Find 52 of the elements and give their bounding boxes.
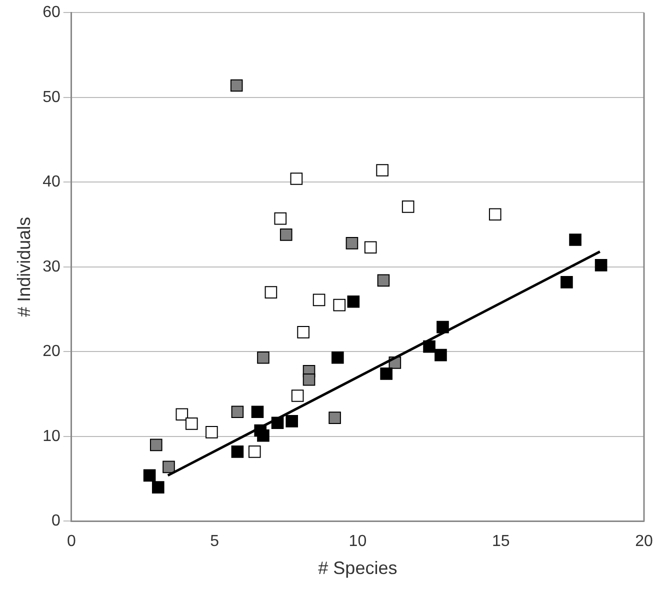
point [594,259,608,272]
point [402,200,414,213]
point [380,368,392,380]
point [231,406,244,418]
point [231,446,244,458]
point [152,481,164,494]
point [280,228,292,241]
point [291,390,304,402]
y-tick-label: 20 [42,343,60,360]
point [248,446,261,458]
point [150,438,162,452]
y-axis-title: # Individuals [14,216,34,317]
point [143,469,156,482]
point [364,241,377,254]
y-tick-label: 30 [42,258,60,276]
point [302,373,316,386]
point [434,348,447,362]
point [569,234,582,246]
point [176,408,188,421]
y-tick-label: 0 [51,512,60,530]
point [230,79,243,92]
point [286,415,298,428]
point [274,212,287,225]
point [333,298,346,312]
x-tick-label: 10 [348,533,367,550]
point [332,351,344,364]
x-tick-label: 0 [66,533,76,550]
point [488,208,502,220]
y-tick-label: 50 [42,88,60,106]
point [257,351,270,364]
y-tick-label: 10 [42,428,60,445]
y-tick-label: 40 [42,174,60,191]
point [185,418,198,430]
point [251,406,264,418]
point [560,276,573,288]
point [312,294,326,306]
x-tick-label: 15 [492,533,510,550]
point [290,172,303,185]
point [297,326,310,338]
point [264,286,278,298]
point [328,412,341,424]
y-tick-label: 60 [42,4,60,22]
point [377,274,390,287]
point [347,296,360,308]
x-tick-label: 5 [210,533,220,550]
point [257,429,270,442]
x-tick-label: 20 [635,533,653,550]
point [346,237,358,250]
point [206,426,218,438]
point [162,460,175,474]
x-axis-title: # Species [318,558,398,578]
point [376,164,388,176]
